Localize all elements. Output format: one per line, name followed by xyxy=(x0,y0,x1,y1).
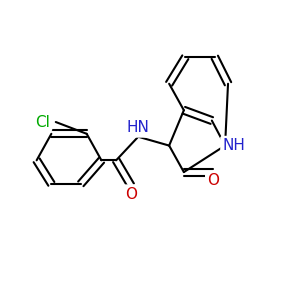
Text: NH: NH xyxy=(223,138,245,153)
Text: Cl: Cl xyxy=(35,115,50,130)
Text: O: O xyxy=(207,173,219,188)
Text: HN: HN xyxy=(127,120,150,135)
Text: O: O xyxy=(125,187,137,202)
